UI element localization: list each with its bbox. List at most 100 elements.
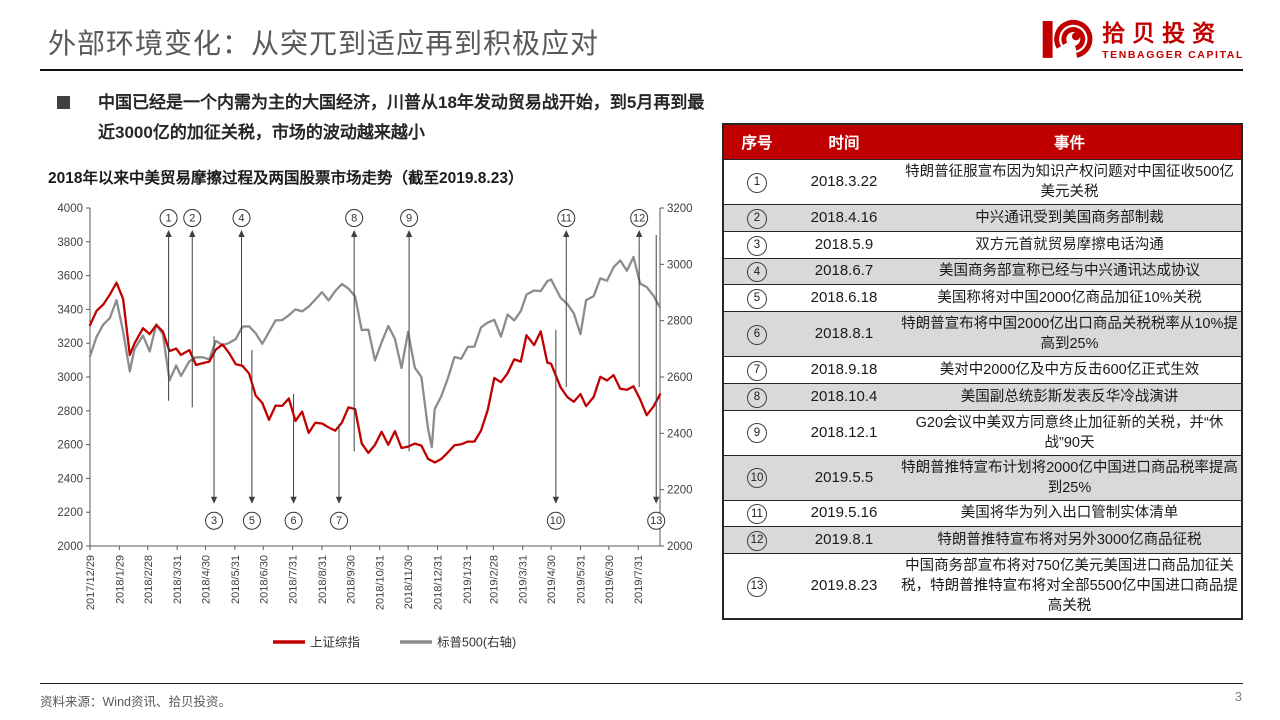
table-row: 6 2018.8.1 特朗普宣布将中国2000亿出口商品关税税率从10%提高到25% bbox=[723, 311, 1242, 357]
svg-text:1: 1 bbox=[166, 213, 172, 225]
svg-text:2018/7/31: 2018/7/31 bbox=[288, 555, 300, 604]
event-cell: 美国称将对中国2000亿商品加征10%关税 bbox=[898, 284, 1242, 312]
svg-text:2018/5/31: 2018/5/31 bbox=[230, 555, 242, 604]
svg-text:3000: 3000 bbox=[667, 259, 693, 271]
seq-cell: 10 bbox=[723, 454, 790, 500]
svg-text:2018/8/31: 2018/8/31 bbox=[317, 555, 329, 604]
svg-text:2018/2/28: 2018/2/28 bbox=[143, 555, 155, 604]
date-cell: 2018.10.4 bbox=[790, 382, 898, 410]
seq-cell: 13 bbox=[723, 553, 790, 619]
svg-text:2018/11/30: 2018/11/30 bbox=[403, 555, 415, 609]
series-line-1 bbox=[88, 255, 662, 449]
svg-text:2200: 2200 bbox=[57, 507, 83, 519]
date-cell: 2019.8.23 bbox=[790, 553, 898, 619]
svg-text:3800: 3800 bbox=[57, 237, 83, 249]
svg-text:3000: 3000 bbox=[57, 372, 83, 384]
event-table-body: 1 2018.3.22 特朗普征服宣布因为知识产权问题对中国征收500亿美元关税 2 2… bbox=[723, 159, 1242, 619]
event-cell: 中国商务部宣布将对750亿美元美国进口商品加征关税，特朗普推特宣布将对全部550… bbox=[898, 553, 1242, 619]
svg-text:4000: 4000 bbox=[57, 203, 83, 215]
svg-text:7: 7 bbox=[336, 515, 342, 527]
page-number: 3 bbox=[1234, 689, 1242, 704]
svg-text:2200: 2200 bbox=[667, 485, 693, 497]
date-cell: 2018.6.7 bbox=[790, 257, 898, 285]
footer-divider bbox=[40, 683, 1243, 684]
seq-cell: 9 bbox=[723, 409, 790, 455]
svg-text:2800: 2800 bbox=[57, 406, 83, 418]
table-row: 8 2018.10.4 美国副总统彭斯发表反华冷战演讲 bbox=[723, 382, 1242, 410]
seq-cell: 11 bbox=[723, 499, 790, 527]
bullet-square-icon bbox=[57, 96, 70, 109]
svg-text:2018/6/30: 2018/6/30 bbox=[258, 555, 270, 604]
event-marker: 13 bbox=[647, 235, 666, 530]
chart-legend: 上证综指 标普500(右轴) bbox=[273, 635, 516, 650]
event-cell: 特朗普推特宣布将对另外3000亿商品征税 bbox=[898, 526, 1242, 554]
event-marker: 3 bbox=[205, 336, 224, 530]
tenbagger-logo: 拾贝投资 TENBAGGER CAPITAL bbox=[1040, 12, 1244, 71]
seq-cell: 3 bbox=[723, 230, 790, 258]
svg-text:3: 3 bbox=[211, 515, 217, 527]
svg-text:2600: 2600 bbox=[667, 372, 693, 384]
table-row: 4 2018.6.7 美国商务部宣称已经与中兴通讯达成协议 bbox=[723, 257, 1242, 285]
svg-text:2018/3/31: 2018/3/31 bbox=[172, 555, 184, 604]
event-marker: 7 bbox=[330, 424, 349, 530]
svg-text:2019/1/31: 2019/1/31 bbox=[462, 555, 474, 604]
chart-block: 2018年以来中美贸易摩擦过程及两国股票市场走势（截至2019.8.23） 20… bbox=[48, 166, 696, 661]
date-cell: 2018.6.18 bbox=[790, 284, 898, 312]
bullet-text: 中国已经是一个内需为主的大国经济，川普从18年发动贸易战开始，到5月再到最近30… bbox=[98, 93, 705, 142]
date-cell: 2019.8.1 bbox=[790, 526, 898, 554]
event-cell: 美国将华为列入出口管制实体清单 bbox=[898, 499, 1242, 527]
left-axis-labels: 2000 2200 2400 2600 2800 3000 3200 3400 3600 3800… bbox=[57, 203, 83, 553]
svg-text:2017/12/29: 2017/12/29 bbox=[85, 555, 97, 610]
event-cell: 美国商务部宣称已经与中兴通讯达成协议 bbox=[898, 257, 1242, 285]
x-axis-labels: 2017/12/29 2018/1/29 2018/2/28 2018/3/31 201… bbox=[85, 555, 645, 610]
svg-text:2018/1/29: 2018/1/29 bbox=[114, 555, 126, 604]
trade-war-chart: 2000 2200 2400 2600 2800 3000 3200 3400 3600 3800… bbox=[48, 194, 696, 661]
table-row: 13 2019.8.23 中国商务部宣布将对750亿美元美国进口商品加征关税，特朗普… bbox=[723, 553, 1242, 619]
svg-text:2400: 2400 bbox=[667, 428, 693, 440]
chart-svg: 2000 2200 2400 2600 2800 3000 3200 3400 3600 3800… bbox=[57, 203, 693, 650]
seq-cell: 1 bbox=[723, 159, 790, 205]
series-line-0 bbox=[88, 281, 662, 464]
event-marker: 10 bbox=[546, 329, 565, 530]
svg-text:2018/4/30: 2018/4/30 bbox=[201, 555, 213, 604]
table-row: 1 2018.3.22 特朗普征服宣布因为知识产权问题对中国征收500亿美元关税 bbox=[723, 159, 1242, 205]
seq-cell: 7 bbox=[723, 356, 790, 384]
svg-text:11: 11 bbox=[561, 213, 572, 225]
table-row: 11 2019.5.16 美国将华为列入出口管制实体清单 bbox=[723, 499, 1242, 527]
svg-text:2018/10/31: 2018/10/31 bbox=[375, 555, 387, 610]
event-marker: 9 bbox=[400, 209, 419, 452]
svg-text:3400: 3400 bbox=[57, 304, 83, 316]
svg-text:2019/4/30: 2019/4/30 bbox=[546, 555, 558, 604]
svg-text:2019/2/28: 2019/2/28 bbox=[488, 555, 500, 604]
seq-cell: 4 bbox=[723, 257, 790, 285]
table-row: 9 2018.12.1 G20会议中美双方同意终止加征新的关税，并“休战”90天 bbox=[723, 409, 1242, 455]
event-marker: 5 bbox=[242, 350, 261, 530]
date-cell: 2018.4.16 bbox=[790, 204, 898, 232]
axes bbox=[86, 207, 664, 550]
svg-text:5: 5 bbox=[249, 515, 255, 527]
svg-text:上证综指: 上证综指 bbox=[310, 635, 360, 650]
svg-text:3200: 3200 bbox=[57, 338, 83, 350]
svg-text:12: 12 bbox=[633, 213, 645, 225]
event-marker: 1 bbox=[159, 209, 178, 401]
logo-name-en: TENBAGGER CAPITAL bbox=[1102, 49, 1244, 62]
logo-text: 拾贝投资 TENBAGGER CAPITAL bbox=[1102, 22, 1244, 61]
table-row: 5 2018.6.18 美国称将对中国2000亿商品加征10%关税 bbox=[723, 284, 1242, 312]
event-table: 序号 时间 事件 1 2018.3.22 特朗普征服宣布因为知识产权问题对中国征收5… bbox=[722, 123, 1243, 620]
svg-text:2019/5/31: 2019/5/31 bbox=[575, 555, 587, 604]
svg-text:2600: 2600 bbox=[57, 440, 83, 452]
svg-text:2000: 2000 bbox=[57, 541, 83, 553]
event-marker: 6 bbox=[284, 393, 303, 530]
bullet-item: 中国已经是一个内需为主的大国经济，川普从18年发动贸易战开始，到5月再到最近30… bbox=[57, 88, 712, 148]
svg-text:2800: 2800 bbox=[667, 316, 693, 328]
date-cell: 2019.5.16 bbox=[790, 499, 898, 527]
table-row: 10 2019.5.5 特朗普推特宣布计划将2000亿中国进口商品税率提高到25% bbox=[723, 454, 1242, 500]
seq-cell: 2 bbox=[723, 204, 790, 232]
seq-cell: 12 bbox=[723, 526, 790, 554]
svg-text:4: 4 bbox=[238, 213, 244, 225]
svg-text:2018/12/31: 2018/12/31 bbox=[432, 555, 444, 610]
event-cell: G20会议中美双方同意终止加征新的关税，并“休战”90天 bbox=[898, 409, 1242, 455]
svg-text:10: 10 bbox=[550, 515, 562, 527]
event-cell: 美国副总统彭斯发表反华冷战演讲 bbox=[898, 382, 1242, 410]
svg-text:8: 8 bbox=[351, 213, 357, 225]
